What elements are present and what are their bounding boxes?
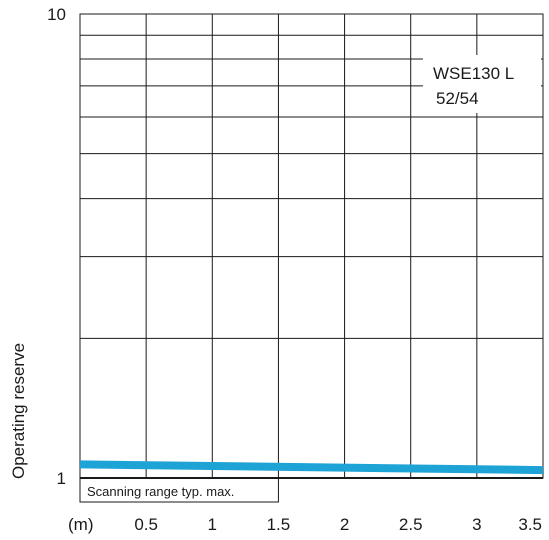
- series-annotation-line2: 52/54: [436, 89, 479, 108]
- series-annotation-background: [423, 55, 541, 113]
- scanning-range-label: Scanning range typ. max.: [87, 484, 234, 499]
- x-tick-label: 1: [208, 515, 217, 534]
- x-tick-labels: 0.5 1 1.5 2 2.5 3 3.5: [134, 515, 542, 534]
- x-tick-label: 2: [340, 515, 349, 534]
- y-tick-label: 1: [57, 469, 66, 488]
- x-unit-label: (m): [68, 515, 93, 534]
- x-tick-label: 1.5: [267, 515, 291, 534]
- series-group: [79, 460, 544, 475]
- x-tick-label: 3: [472, 515, 481, 534]
- scanning-range-bar: Scanning range typ. max.: [79, 477, 279, 503]
- x-tick-label: 0.5: [134, 515, 158, 534]
- series-line: [79, 460, 544, 475]
- series-annotation-line1: WSE130 L: [433, 64, 514, 83]
- y-tick-labels: 1 10: [47, 5, 66, 488]
- scanning-range-rect: [79, 477, 279, 503]
- y-axis-label: Operating reserve: [9, 343, 28, 479]
- x-tick-label: 3.5: [518, 515, 542, 534]
- y-tick-label: 10: [47, 5, 66, 24]
- x-tick-label: 2.5: [399, 515, 423, 534]
